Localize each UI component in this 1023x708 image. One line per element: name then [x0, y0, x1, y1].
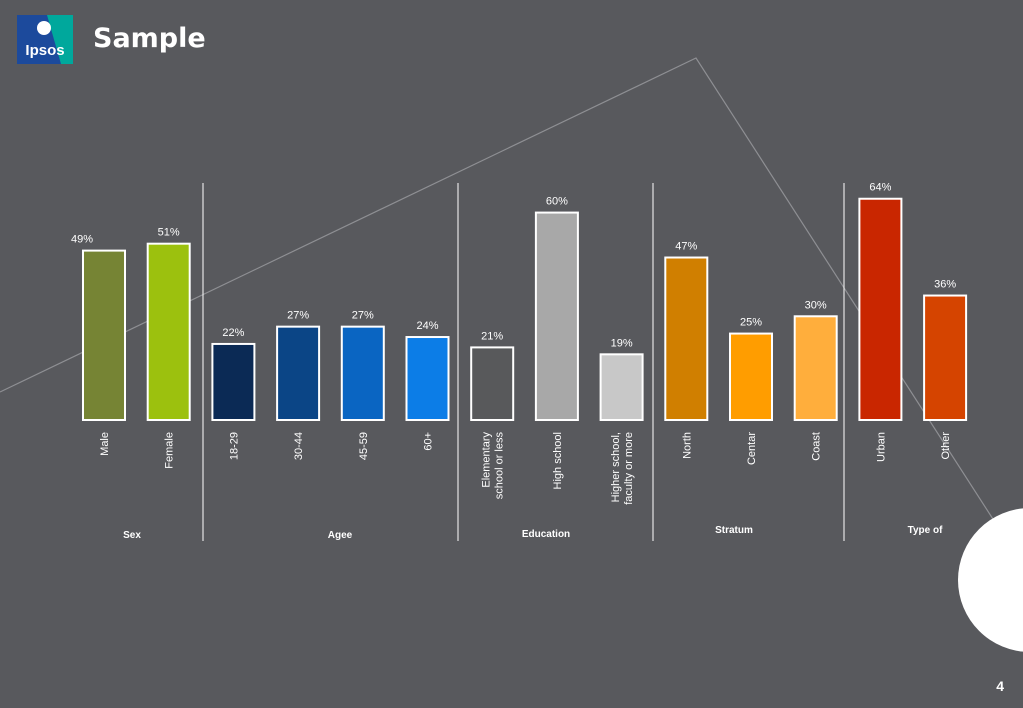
data-label: 25%: [740, 317, 762, 329]
bar: [276, 325, 321, 421]
category-label-text: 60+: [423, 432, 435, 451]
group-label: Sex: [123, 530, 141, 541]
category-label-text: 18-29: [228, 432, 240, 460]
category-label-line: 30-44: [293, 432, 305, 460]
data-label: 47%: [675, 241, 697, 253]
category-label-text: Female: [164, 432, 176, 469]
category-label-line: 60+: [423, 432, 435, 451]
category-label-text: Urban: [875, 432, 887, 462]
category-label-text: High school: [552, 432, 564, 489]
data-label: 49%: [71, 234, 93, 246]
category-label-text: Other: [940, 432, 952, 460]
bar: [599, 353, 644, 422]
data-label: 36%: [934, 279, 956, 291]
bar: [793, 315, 838, 421]
page-title: Sample: [93, 23, 206, 54]
bar: [923, 294, 968, 421]
data-label: 22%: [222, 327, 244, 339]
bar: [405, 336, 450, 421]
category-label: 30-44: [293, 432, 305, 460]
bar: [82, 249, 126, 421]
category-label-line: 18-29: [228, 432, 240, 460]
category-label: Higher school,faculty or more: [610, 432, 635, 505]
logo-text: Ipsos: [25, 42, 64, 59]
category-label: 60+: [423, 432, 435, 451]
category-label: Urban: [875, 432, 887, 462]
category-label-text: Higher school,faculty or more: [610, 432, 635, 505]
bar: [729, 332, 773, 422]
bar: [664, 256, 709, 421]
category-label-line: 45-59: [358, 432, 370, 460]
category-label-text: Male: [99, 432, 111, 456]
ipsos-logo: Ipsos: [17, 15, 73, 64]
category-label-line: faculty or more: [623, 432, 635, 505]
bar: [211, 342, 256, 422]
category-label-text: 30-44: [293, 432, 305, 460]
category-label-text: North: [681, 432, 693, 459]
data-label: 19%: [611, 337, 633, 349]
data-label: 27%: [287, 310, 309, 322]
category-label-line: Male: [99, 432, 111, 456]
bar: [858, 197, 903, 421]
category-label-line: Female: [164, 432, 176, 469]
group-label: Type of: [908, 525, 943, 536]
category-label-line: High school: [552, 432, 564, 489]
category-label: Centar: [746, 432, 758, 465]
page-number: 4: [996, 678, 1004, 694]
category-label-line: Urban: [875, 432, 887, 462]
category-label: Elementaryschool or less: [481, 432, 506, 500]
category-label-line: Higher school,: [610, 432, 622, 502]
data-label: 64%: [869, 182, 891, 194]
category-label-line: Other: [940, 432, 952, 460]
category-label: 18-29: [228, 432, 240, 460]
group-label: Education: [522, 529, 570, 540]
category-label: Female: [164, 432, 176, 469]
category-label-line: school or less: [494, 432, 506, 500]
logo-accent: [47, 15, 73, 64]
bar: [470, 346, 515, 421]
category-label-line: Elementary: [481, 432, 493, 488]
bar: [534, 211, 579, 421]
category-label-text: 45-59: [358, 432, 370, 460]
category-label: Male: [99, 432, 111, 456]
category-label: 45-59: [358, 432, 370, 460]
bar: [340, 325, 385, 421]
category-label-text: Coast: [811, 432, 823, 461]
category-label-line: Centar: [746, 432, 758, 465]
category-label-line: Coast: [811, 432, 823, 461]
data-label: 21%: [481, 330, 503, 342]
category-label-text: Centar: [746, 432, 758, 465]
category-label-text: Elementaryschool or less: [481, 432, 506, 500]
data-label: 24%: [416, 320, 438, 332]
category-label: Other: [940, 432, 952, 460]
category-label: High school: [552, 432, 564, 489]
logo-head-icon: [37, 21, 51, 35]
category-label: North: [681, 432, 693, 459]
category-label: Coast: [811, 432, 823, 461]
group-label: Stratum: [715, 525, 753, 536]
data-label: 60%: [546, 196, 568, 208]
category-label-line: North: [681, 432, 693, 459]
group-label: Agee: [328, 530, 353, 541]
data-label: 30%: [805, 299, 827, 311]
data-label: 51%: [158, 227, 180, 239]
decorative-circle: [958, 508, 1023, 652]
bar: [146, 242, 191, 421]
data-label: 27%: [352, 310, 374, 322]
